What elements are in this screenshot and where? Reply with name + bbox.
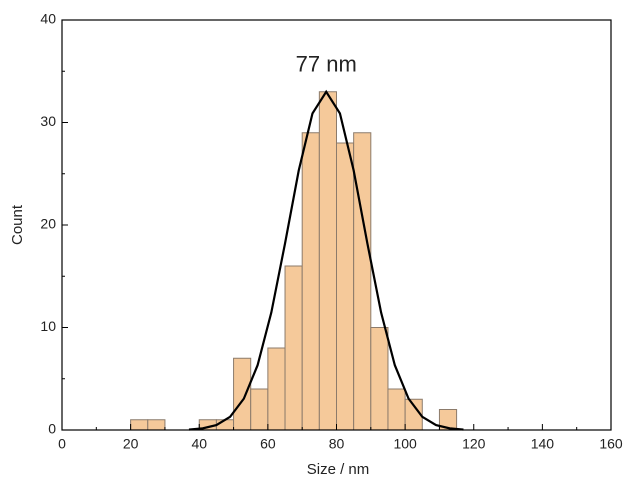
- bar: [130, 419, 149, 431]
- bar: [147, 419, 166, 431]
- x-tick-label: 60: [260, 436, 276, 452]
- y-tick-label: 0: [48, 421, 56, 437]
- bar: [336, 142, 355, 431]
- bar: [250, 388, 269, 431]
- bar: [267, 347, 286, 431]
- bar: [387, 388, 406, 431]
- x-tick-label: 40: [191, 436, 207, 452]
- x-tick-label: 140: [531, 436, 555, 452]
- x-axis-label: Size / nm: [307, 461, 370, 478]
- bar: [215, 419, 235, 431]
- bar: [353, 132, 372, 431]
- x-tick-label: 80: [329, 436, 345, 452]
- fit-curve: [188, 89, 464, 431]
- x-tick-label: 0: [58, 436, 66, 452]
- x-tick-label: 120: [462, 436, 486, 452]
- bar: [318, 91, 337, 431]
- annotation: 77 nm: [296, 52, 357, 77]
- bar: [370, 327, 389, 431]
- y-tick-label: 40: [40, 11, 56, 27]
- y-tick-label: 30: [40, 113, 56, 129]
- x-tick-label: 160: [599, 436, 623, 452]
- x-tick-label: 20: [123, 436, 139, 452]
- x-tick-label: 100: [393, 436, 417, 452]
- y-tick-label: 20: [40, 216, 56, 232]
- y-axis-label: Count: [9, 204, 26, 245]
- bar: [233, 357, 252, 431]
- bar: [301, 132, 320, 431]
- y-tick-label: 10: [40, 318, 56, 334]
- bar: [284, 265, 303, 431]
